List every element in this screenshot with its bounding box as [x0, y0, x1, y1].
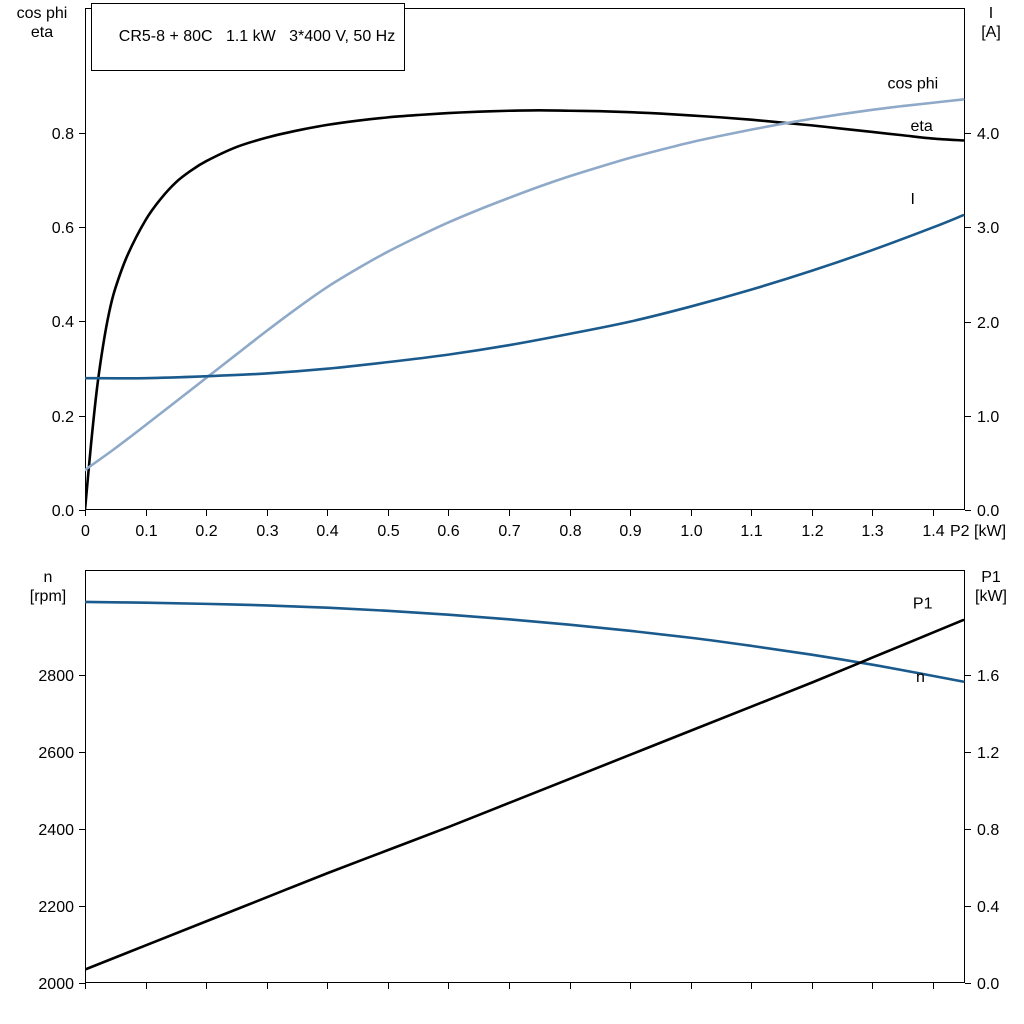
- left-axis-title-speed: n: [43, 569, 53, 586]
- x-axis-tick-label: 0.2: [195, 523, 217, 540]
- left-axis-tick-label: 0.2: [52, 409, 74, 426]
- left-axis-tick-label: 0.0: [52, 503, 74, 520]
- x-axis-tick-label: 0.4: [316, 523, 338, 540]
- x-axis-tick-label: 1.2: [801, 523, 823, 540]
- bottom-chart-right-axis-title: P1 [kW]: [960, 568, 1022, 606]
- right-axis-tick-label: 3.0: [977, 220, 999, 237]
- curve-eta: [85, 108, 965, 510]
- x-axis-tick-label: 0: [81, 523, 90, 540]
- chart-title-box: CR5-8 + 80C 1.1 kW 3*400 V, 50 Hz: [91, 3, 406, 71]
- right-axis-tick-label: 0.8: [977, 822, 999, 839]
- x-axis-tick-label: 0.1: [135, 523, 157, 540]
- right-axis-title-p1-unit: [kW]: [975, 588, 1007, 605]
- left-axis-tick-label: 2800: [38, 668, 74, 685]
- x-axis-tick-label: 1.0: [680, 523, 702, 540]
- curve-P1: [85, 618, 965, 971]
- left-axis-tick-label: 0.8: [52, 126, 74, 143]
- x-axis-tick-label: 0.7: [498, 523, 520, 540]
- curve-label-n: n: [916, 669, 925, 686]
- plot-frame: [85, 570, 965, 983]
- curve-label-P1: P1: [913, 596, 933, 613]
- left-axis-tick-label: 0.4: [52, 314, 74, 331]
- left-axis-title-cosphi: cos phi: [16, 5, 68, 22]
- x-axis-tick-label: 1.3: [861, 523, 883, 540]
- bottom-chart-left-axis-title: n [rpm]: [16, 568, 80, 606]
- plot-frame: [85, 8, 965, 510]
- x-axis-tick-label: 1.4: [922, 523, 944, 540]
- left-axis-title-eta: eta: [30, 24, 54, 41]
- right-axis-tick-label: 4.0: [977, 126, 999, 143]
- x-axis-tick-label: 1.1: [740, 523, 762, 540]
- right-axis-tick-label: 0.0: [977, 503, 999, 520]
- right-axis-tick-label: 1.6: [977, 668, 999, 685]
- left-axis-tick-label: 2400: [38, 822, 74, 839]
- right-axis-tick-label: 0.0: [977, 976, 999, 993]
- curve-label-I: I: [910, 191, 914, 208]
- x-axis-tick-label: 0.6: [437, 523, 459, 540]
- right-axis-title-p1: P1: [981, 569, 1001, 586]
- right-axis-tick-label: 2.0: [977, 315, 999, 332]
- chart-title: CR5-8 + 80C 1.1 kW 3*400 V, 50 Hz: [118, 28, 396, 45]
- left-axis-tick-label: 0.6: [52, 220, 74, 237]
- x-axis-tick-label: 0.8: [559, 523, 581, 540]
- left-axis-tick-label: 2600: [38, 745, 74, 762]
- curve-n: [85, 600, 965, 683]
- left-axis-tick-label: 2200: [38, 899, 74, 916]
- right-axis-title-current-unit: [A]: [981, 24, 1001, 41]
- left-axis-tick-label: 2000: [38, 976, 74, 993]
- right-axis-title-current: I: [988, 5, 994, 22]
- curve-label-cos-phi: cos phi: [887, 75, 938, 92]
- right-axis-tick-label: 1.2: [977, 745, 999, 762]
- curve-cos-phi: [85, 98, 965, 472]
- top-chart-left-axis-title: cos phi eta: [4, 4, 80, 42]
- x-axis-tick-label: 0.9: [619, 523, 641, 540]
- top-chart-right-axis-title: I [A]: [962, 4, 1020, 42]
- x-axis-tick-label: 0.3: [256, 523, 278, 540]
- right-axis-tick-label: 1.0: [977, 409, 999, 426]
- right-axis-tick-label: 0.4: [977, 899, 999, 916]
- left-axis-title-speed-unit: [rpm]: [29, 588, 67, 605]
- x-axis-tick-label: 0.5: [377, 523, 399, 540]
- curve-I: [85, 213, 965, 380]
- curve-label-eta: eta: [910, 118, 932, 135]
- x-axis-unit-label: P2 [kW]: [950, 523, 1006, 540]
